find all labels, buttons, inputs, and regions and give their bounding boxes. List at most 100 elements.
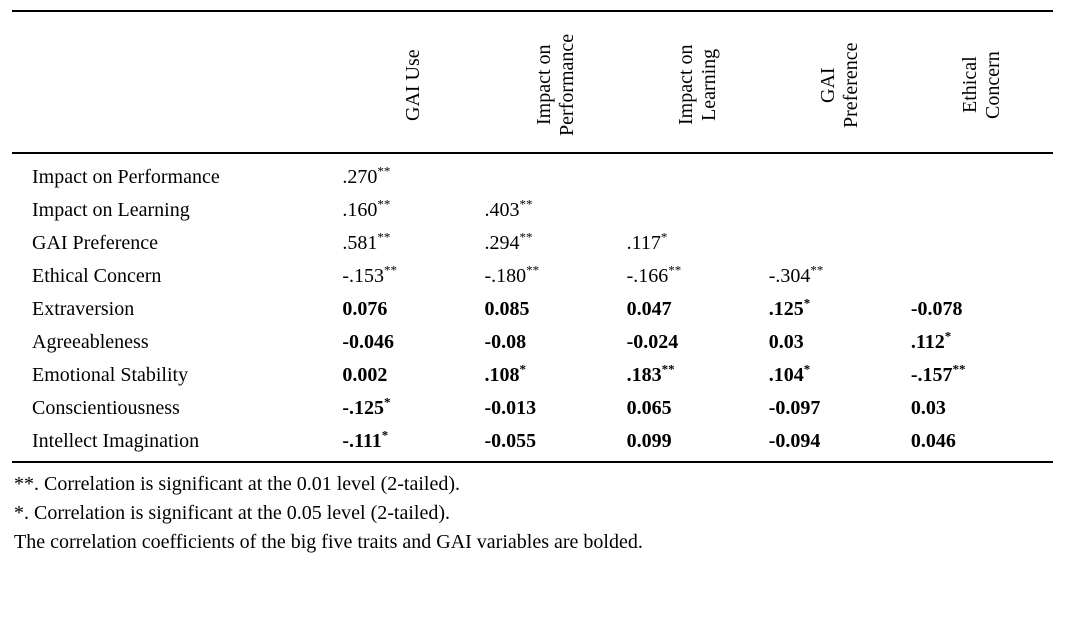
significance-stars: ** xyxy=(377,196,391,212)
column-header-label: GAI Preference xyxy=(816,42,862,128)
table-cell xyxy=(484,153,626,194)
cell-value: -.157 xyxy=(910,364,953,386)
table-cell: 0.099 xyxy=(626,425,769,463)
table-cell xyxy=(769,153,911,194)
table-cell: -0.024 xyxy=(627,326,769,359)
significance-stars: ** xyxy=(661,361,675,377)
cell-value: -0.097 xyxy=(768,397,821,419)
cell-value: 0.047 xyxy=(626,298,672,320)
table-cell xyxy=(911,194,1053,227)
table-cell: -0.055 xyxy=(484,425,627,463)
table-cell xyxy=(911,227,1053,260)
row-label: Agreeableness xyxy=(32,331,149,353)
table-cell: -.111* xyxy=(342,425,485,463)
table-body: Impact on Performance .270** Impact on Lea… xyxy=(12,153,1053,463)
table-cell: 0.03 xyxy=(911,392,1053,425)
table-cell: 0.047 xyxy=(627,293,769,326)
table-row: Impact on Performance .270** xyxy=(12,153,1053,194)
cell-value: .403 xyxy=(484,199,520,221)
table-row: Emotional Stability 0.002.108* .183** .104*… xyxy=(12,359,1053,392)
significance-stars: ** xyxy=(377,163,391,179)
column-header-gai-preference: GAI Preference xyxy=(768,11,911,154)
significance-stars: ** xyxy=(519,196,533,212)
table-cell: 0.046 xyxy=(910,425,1053,463)
cell-value: -.304 xyxy=(768,265,811,287)
significance-stars: * xyxy=(660,229,668,245)
table-cell: -.125* xyxy=(342,392,484,425)
significance-stars: * xyxy=(944,328,952,344)
cell-value: 0.099 xyxy=(626,430,672,452)
column-header-label: GAI Use xyxy=(401,49,424,121)
row-label: Conscientiousness xyxy=(32,397,180,419)
column-header-ethical-concern: Ethical Concern xyxy=(910,11,1053,154)
cell-value: 0.065 xyxy=(626,397,672,419)
table-cell: .112* xyxy=(911,326,1053,359)
cell-value: .117 xyxy=(626,232,661,254)
row-label: Impact on Performance xyxy=(32,166,220,188)
table-cell: 0.076 xyxy=(342,293,484,326)
row-label: Impact on Learning xyxy=(32,199,190,221)
column-header-label: Impact on Learning xyxy=(674,44,720,126)
table-row: Impact on Learning .160** .403** xyxy=(12,194,1053,227)
row-label: Emotional Stability xyxy=(32,364,189,386)
row-label: Ethical Concern xyxy=(32,265,162,287)
header-row: GAI Use Impact on Performance Impact on … xyxy=(12,11,1053,154)
table-row: Extraversion 0.076 0.085 0.047.125* -0.078 xyxy=(12,293,1053,326)
significance-stars: * xyxy=(381,427,389,443)
cell-value: -.111 xyxy=(342,430,382,452)
table-cell: -0.078 xyxy=(911,293,1053,326)
table-row: Ethical Concern -.153** -.180** -.166** -.30… xyxy=(12,260,1053,293)
significance-stars: * xyxy=(803,361,811,377)
row-label: Intellect Imagination xyxy=(12,425,343,463)
cell-value: -0.013 xyxy=(484,397,537,419)
cell-value: -0.024 xyxy=(626,331,679,353)
cell-value: .104 xyxy=(768,364,804,386)
table-cell: .160** xyxy=(342,194,484,227)
column-header-label: Impact on Performance xyxy=(532,33,578,137)
cell-value: -0.078 xyxy=(910,298,963,320)
note-significance-005: *. Correlation is significant at the 0.0… xyxy=(14,502,450,524)
table-cell xyxy=(627,194,769,227)
row-label: Extraversion xyxy=(32,298,135,320)
cell-value: 0.03 xyxy=(910,397,946,419)
table-row: Intellect Imagination -.111* -0.055 0.099 -0… xyxy=(12,425,1053,463)
cell-value: .125 xyxy=(768,298,804,320)
cell-value: -0.055 xyxy=(484,430,537,452)
table-cell: -0.094 xyxy=(768,425,911,463)
correlation-table: GAI Use Impact on Performance Impact on … xyxy=(12,10,1053,463)
table-notes: **. Correlation is significant at the 0.… xyxy=(14,471,1051,556)
row-label: GAI Preference xyxy=(32,232,159,254)
cell-value: 0.03 xyxy=(768,331,804,353)
cell-value: .581 xyxy=(342,232,378,254)
document: GAI Use Impact on Performance Impact on … xyxy=(12,10,1053,556)
column-header-label: Ethical Concern xyxy=(958,51,1004,119)
corner-cell xyxy=(12,11,343,154)
cell-value: -.153 xyxy=(342,265,384,287)
significance-stars: ** xyxy=(377,229,391,245)
table-cell xyxy=(911,260,1053,293)
table-cell: -.153** xyxy=(342,260,484,293)
table-header: GAI Use Impact on Performance Impact on … xyxy=(12,11,1053,154)
table-cell: -.166** xyxy=(627,260,769,293)
significance-stars: ** xyxy=(519,229,533,245)
table-cell xyxy=(627,153,769,194)
significance-stars: ** xyxy=(526,262,540,278)
table-cell: -.180** xyxy=(484,260,626,293)
table-row: GAI Preference .581** .294** .117* xyxy=(12,227,1053,260)
table-cell: -0.046 xyxy=(342,326,484,359)
cell-value: -.125 xyxy=(342,397,384,419)
table-cell xyxy=(769,227,911,260)
cell-value: -.180 xyxy=(484,265,527,287)
cell-value: .108 xyxy=(484,364,520,386)
table-cell: 0.065 xyxy=(627,392,769,425)
cell-value: .183 xyxy=(626,364,662,386)
significance-stars: * xyxy=(519,361,526,377)
column-header-impact-learning: Impact on Learning xyxy=(626,11,769,154)
cell-value: -0.094 xyxy=(768,430,821,452)
cell-value: -0.08 xyxy=(484,331,527,353)
cell-value: .112 xyxy=(910,331,945,353)
table-cell: -0.08 xyxy=(484,326,626,359)
table-cell: -.157** xyxy=(911,359,1053,392)
cell-value: -.166 xyxy=(626,265,669,287)
table-cell xyxy=(769,194,911,227)
